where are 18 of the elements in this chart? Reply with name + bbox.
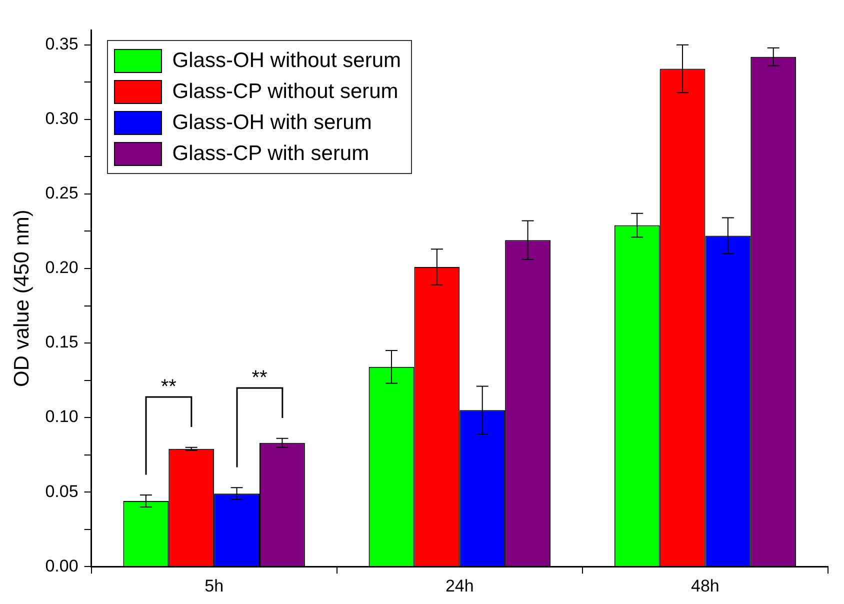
y-tick-label: 0.30: [45, 109, 78, 128]
y-tick-label: 0.20: [45, 258, 78, 278]
y-tick-label: 0.35: [45, 34, 78, 54]
y-tick-label: 0.05: [45, 482, 78, 501]
annotation: **: [250, 367, 268, 390]
annotation: **: [160, 376, 178, 398]
legend-label: Glass-CP without serum: [172, 80, 398, 104]
legend-label: Glass-CP with serum: [172, 142, 370, 166]
y-tick-label: 0.10: [45, 407, 78, 426]
x-tick-label: 5h: [204, 576, 224, 596]
y-tick-label: 0.00: [45, 556, 78, 576]
y-axis-title: OD value (450 nm): [10, 210, 34, 388]
legend-label: Glass-OH without serum: [172, 48, 402, 72]
legend-label: Glass-OH with serum: [172, 110, 372, 134]
x-tick-label: 48h: [691, 576, 720, 596]
x-tick-label: 24h: [445, 576, 474, 596]
y-tick-label: 0.15: [45, 332, 78, 352]
y-tick-label: 0.25: [45, 184, 78, 203]
